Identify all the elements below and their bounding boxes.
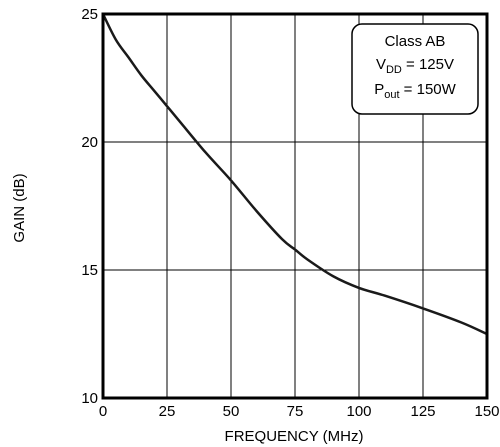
legend-pout-value: = 150W	[400, 81, 457, 98]
legend-frame	[351, 23, 479, 115]
y-axis-label: GAIN (dB)	[11, 173, 28, 242]
y-tick-label: 25	[81, 6, 98, 23]
legend-vdd-subscript: DD	[386, 64, 402, 76]
legend-pout: Pout = 150W	[374, 81, 456, 101]
x-tick-label: 0	[99, 403, 107, 420]
legend-pout-subscript: out	[384, 89, 399, 101]
legend-box: Class AB VDD = 125V Pout = 150W	[351, 23, 479, 115]
x-tick-label: 100	[346, 403, 371, 420]
legend-vdd-value: = 125V	[402, 56, 454, 73]
y-tick-label: 10	[81, 390, 98, 407]
plot-frame	[101, 12, 489, 400]
x-axis-label: FREQUENCY (MHz)	[225, 428, 364, 445]
tick-labels: 0 25 50 75 100 125 150 10 15 20 25	[81, 6, 499, 420]
legend-class: Class AB	[385, 33, 446, 50]
y-tick-label: 20	[81, 134, 98, 151]
x-tick-label: 75	[287, 403, 304, 420]
legend-vdd-symbol: V	[376, 56, 386, 73]
x-tick-label: 125	[410, 403, 435, 420]
legend-vdd: VDD = 125V	[376, 56, 454, 76]
x-tick-label: 25	[159, 403, 176, 420]
legend-pout-symbol: P	[374, 81, 384, 98]
y-tick-label: 15	[81, 262, 98, 279]
series-layer	[101, 12, 489, 336]
x-tick-label: 150	[474, 403, 499, 420]
x-tick-label: 50	[223, 403, 240, 420]
plot-border	[101, 12, 489, 400]
gain-curve-line	[101, 12, 489, 336]
